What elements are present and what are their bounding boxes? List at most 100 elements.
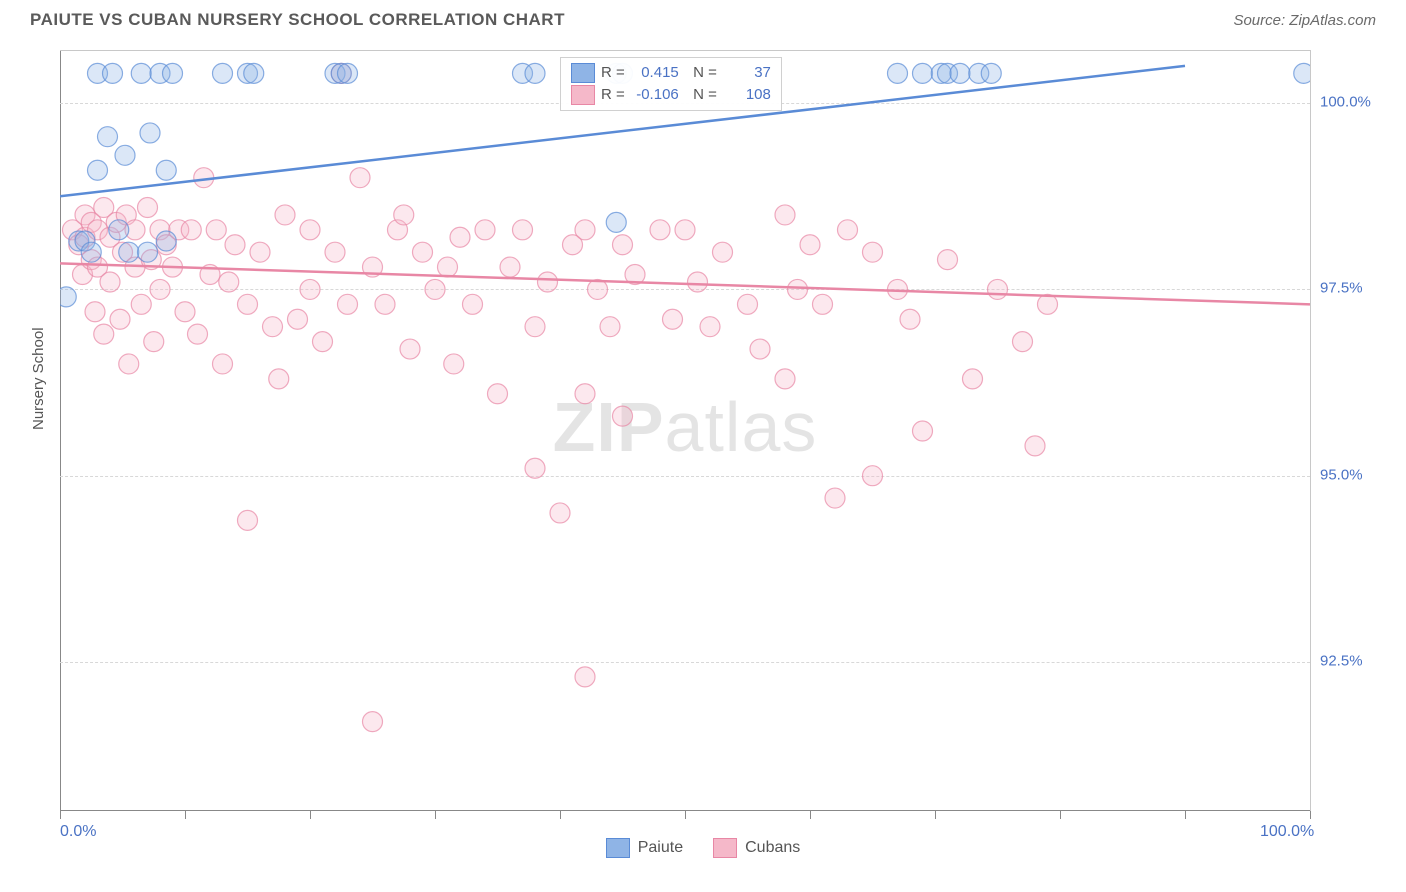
legend-n-value: 108 — [723, 84, 771, 106]
scatter-point — [150, 279, 170, 299]
scatter-point — [175, 302, 195, 322]
scatter-point — [825, 488, 845, 508]
scatter-point — [913, 63, 933, 83]
scatter-point — [238, 510, 258, 530]
scatter-point — [300, 220, 320, 240]
scatter-point — [138, 197, 158, 217]
scatter-point — [444, 354, 464, 374]
scatter-point — [913, 421, 933, 441]
scatter-point — [119, 354, 139, 374]
scatter-point — [131, 294, 151, 314]
scatter-point — [663, 309, 683, 329]
scatter-point — [156, 160, 176, 180]
scatter-point — [363, 712, 383, 732]
scatter-point — [219, 272, 239, 292]
scatter-point — [863, 242, 883, 262]
scatter-point — [263, 317, 283, 337]
scatter-point — [713, 242, 733, 262]
plot-svg — [60, 51, 1310, 811]
y-tick-label: 95.0% — [1320, 466, 1363, 483]
scatter-point — [88, 160, 108, 180]
legend-row: R =-0.106 N =108 — [571, 84, 771, 106]
y-tick-label: 97.5% — [1320, 280, 1363, 297]
scatter-point — [81, 242, 101, 262]
scatter-point — [100, 272, 120, 292]
scatter-point — [400, 339, 420, 359]
scatter-point — [98, 127, 118, 147]
scatter-point — [981, 63, 1001, 83]
legend-label: Cubans — [745, 839, 800, 857]
scatter-point — [575, 384, 595, 404]
scatter-point — [613, 235, 633, 255]
bottom-legend-item: Cubans — [713, 838, 800, 858]
scatter-point — [1013, 332, 1033, 352]
scatter-point — [413, 242, 433, 262]
scatter-point — [463, 294, 483, 314]
scatter-point — [575, 667, 595, 687]
scatter-point — [94, 324, 114, 344]
scatter-point — [140, 123, 160, 143]
scatter-point — [144, 332, 164, 352]
scatter-point — [863, 466, 883, 486]
scatter-point — [900, 309, 920, 329]
scatter-point — [250, 242, 270, 262]
scatter-point — [60, 287, 76, 307]
legend-r-value: -0.106 — [631, 84, 679, 106]
scatter-point — [513, 220, 533, 240]
scatter-point — [775, 369, 795, 389]
scatter-point — [613, 406, 633, 426]
scatter-point — [1025, 436, 1045, 456]
legend-n-label: N = — [685, 62, 717, 84]
scatter-point — [450, 227, 470, 247]
scatter-point — [225, 235, 245, 255]
scatter-point — [206, 220, 226, 240]
scatter-point — [338, 294, 358, 314]
scatter-point — [525, 63, 545, 83]
y-tick-label: 100.0% — [1320, 94, 1371, 111]
scatter-point — [110, 309, 130, 329]
scatter-point — [988, 279, 1008, 299]
scatter-point — [213, 63, 233, 83]
scatter-point — [838, 220, 858, 240]
scatter-point — [156, 231, 176, 251]
scatter-point — [538, 272, 558, 292]
scatter-point — [950, 63, 970, 83]
scatter-point — [288, 309, 308, 329]
legend-swatch — [606, 838, 630, 858]
scatter-point — [119, 242, 139, 262]
scatter-point — [103, 63, 123, 83]
legend-label: Paiute — [638, 839, 683, 857]
scatter-point — [181, 220, 201, 240]
scatter-point — [131, 63, 151, 83]
scatter-point — [138, 242, 158, 262]
scatter-point — [313, 332, 333, 352]
scatter-point — [550, 503, 570, 523]
scatter-point — [750, 339, 770, 359]
scatter-point — [1038, 294, 1058, 314]
scatter-point — [275, 205, 295, 225]
legend-r-value: 0.415 — [631, 62, 679, 84]
scatter-point — [350, 168, 370, 188]
scatter-point — [300, 279, 320, 299]
scatter-point — [325, 242, 345, 262]
scatter-point — [1294, 63, 1310, 83]
scatter-point — [375, 294, 395, 314]
scatter-point — [525, 458, 545, 478]
y-axis-title: Nursery School — [30, 327, 47, 430]
scatter-point — [525, 317, 545, 337]
scatter-point — [963, 369, 983, 389]
scatter-point — [800, 235, 820, 255]
legend-r-label: R = — [601, 84, 625, 106]
scatter-point — [238, 294, 258, 314]
scatter-point — [888, 63, 908, 83]
legend-swatch — [571, 63, 595, 83]
chart-header: PAIUTE VS CUBAN NURSERY SCHOOL CORRELATI… — [0, 0, 1406, 35]
scatter-point — [109, 220, 129, 240]
legend-swatch — [713, 838, 737, 858]
scatter-point — [438, 257, 458, 277]
chart-source: Source: ZipAtlas.com — [1233, 12, 1376, 29]
legend-swatch — [571, 85, 595, 105]
scatter-point — [700, 317, 720, 337]
scatter-point — [163, 63, 183, 83]
scatter-point — [650, 220, 670, 240]
